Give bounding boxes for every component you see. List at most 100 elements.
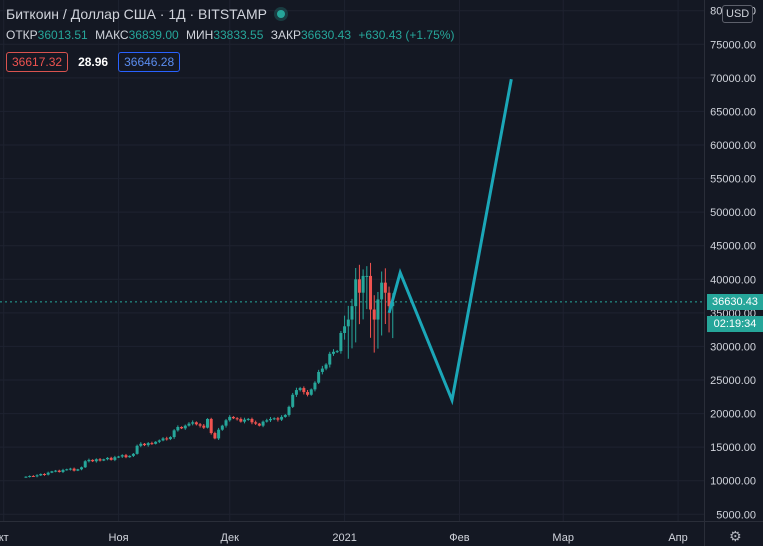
candle-body [165,438,169,440]
candle-body [317,371,321,383]
candle-body [343,326,347,333]
y-tick-label: 45000.00 [710,241,756,253]
candle-body [331,351,335,354]
y-tick-label: 60000.00 [710,140,756,152]
candle-body [176,427,180,431]
x-tick-label: кт [0,532,9,544]
candle-body [24,476,28,478]
candle-body [220,425,224,430]
candle-body [361,275,365,293]
high-label: МАКС [95,28,129,42]
ohlc-values: ОТКР36013.51 МАКС36839.00 МИН33833.55 ЗА… [6,28,458,42]
x-tick-label: Фев [449,532,469,544]
candle-body [313,382,317,390]
candle-body [42,474,46,475]
candle-body [157,440,161,442]
candle-body [180,427,184,429]
candle-body [309,389,313,395]
open-label: ОТКР [6,28,38,42]
market-status-icon [277,10,286,19]
low-value: 33833.55 [213,28,264,42]
x-tick-label: Дек [221,532,240,544]
candle-body [239,418,243,422]
candle-body [339,333,343,352]
candle-body [209,418,213,434]
candle-body [217,429,221,439]
candle-body [268,418,272,421]
candle-body [80,467,84,470]
candle-body [113,457,117,460]
symbol-title[interactable]: Биткоин / Доллар США · 1Д · BITSTAMP [6,6,268,22]
x-tick-label: Апр [668,532,687,544]
candle-body [54,470,58,472]
candle-body [143,443,147,446]
y-tick-label: 50000.00 [710,207,756,219]
y-tick-label: 65000.00 [710,106,756,118]
candle-body [257,423,261,426]
candle-body [187,423,191,426]
candle-body [354,279,358,307]
currency-button[interactable]: USD [722,5,754,23]
candle-body [291,394,295,407]
candle-body [46,472,50,475]
candle-body [83,461,87,468]
x-tick-label: Ноя [109,532,129,544]
candle-body [168,437,172,440]
candle-body [91,459,95,462]
candle-body [298,388,302,391]
sell-button[interactable]: 36617.32 [6,52,69,72]
candle-body [276,418,280,420]
candle-body [172,430,176,438]
candle-body [154,441,158,444]
candlestick-series [24,262,395,478]
candle-body [120,455,124,457]
candle-body [372,309,376,320]
candle-body [102,459,106,461]
projection-line [387,78,513,406]
candle-body [128,455,132,458]
candle-body [146,443,150,446]
candle-body [224,420,228,426]
y-tick-label: 15000.00 [710,442,756,454]
candle-body [87,459,91,462]
y-tick-label: 10000.00 [710,476,756,488]
candle-body [191,422,195,424]
candle-body [320,368,324,372]
candle-body [213,433,217,439]
candle-body [109,457,113,460]
candle-body [31,476,35,478]
y-tick-label: 55000.00 [710,174,756,186]
candle-body [357,279,361,293]
open-value: 36013.51 [37,28,88,42]
gear-icon[interactable]: ⚙ [729,528,742,544]
candle-body [39,474,43,476]
spread-value: 28.96 [78,55,109,69]
candle-body [68,468,72,470]
y-tick-label: 70000.00 [710,73,756,85]
candle-body [183,425,187,429]
candle-body [376,299,380,320]
close-value: 36630.43 [300,28,352,42]
candle-body [324,364,328,369]
candle-body [150,443,154,445]
candle-body [50,471,54,473]
high-value: 36839.00 [128,28,179,42]
buy-button[interactable]: 36646.28 [118,52,181,72]
candle-body [306,392,310,395]
candle-body [243,419,247,422]
y-tick-label: 25000.00 [710,375,756,387]
y-tick-label: 75000.00 [710,39,756,51]
x-tick-label: Мар [552,532,574,544]
low-label: МИН [186,28,214,42]
candle-body [28,476,32,478]
candle-body [61,469,65,472]
y-tick-label: 5000.00 [716,509,756,521]
candle-body [124,455,128,458]
candle-body [72,468,76,471]
candle-body [283,414,287,417]
candle-body [383,282,387,293]
candle-body [135,445,139,454]
candle-body [335,351,339,353]
candle-body [65,469,69,471]
